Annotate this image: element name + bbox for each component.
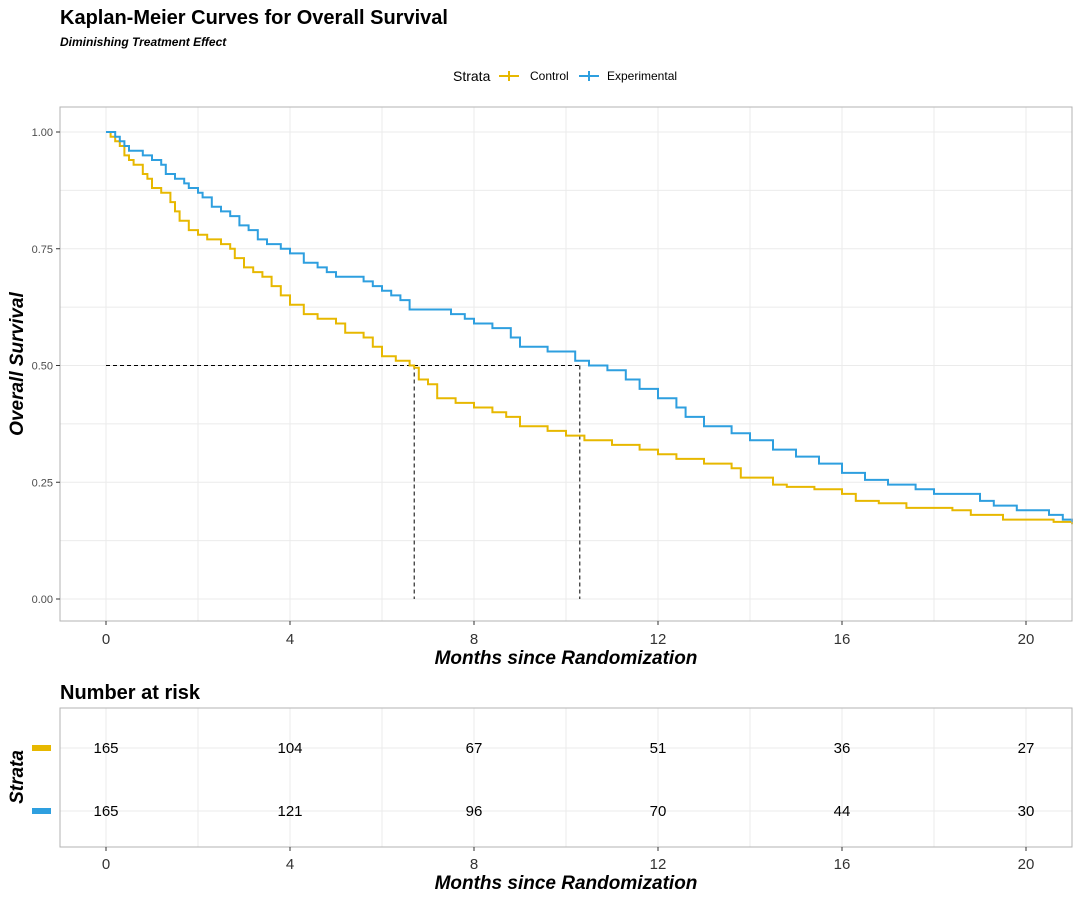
y-tick-label: 1.00	[32, 127, 53, 139]
x-tick-label: 4	[286, 631, 294, 648]
x-tick-label: 12	[650, 631, 667, 648]
risk-y-axis-title: Strata	[7, 750, 28, 804]
risk-value-experimental: 44	[834, 803, 851, 820]
risk-table-title: Number at risk	[60, 682, 201, 704]
risk-table-gridlines	[60, 708, 1072, 847]
legend-key-experimental	[579, 71, 599, 81]
legend-label-control: Control	[530, 69, 569, 83]
risk-value-control: 67	[466, 740, 483, 757]
x-axis-ticks: 0 4 8 12 16 20	[102, 621, 1035, 648]
plot-gridlines	[60, 107, 1072, 621]
risk-strata-key-experimental	[32, 808, 51, 814]
risk-value-control: 51	[650, 740, 667, 757]
risk-table-border	[59, 707, 1073, 848]
risk-value-control: 165	[93, 740, 118, 757]
legend-label-experimental: Experimental	[607, 69, 677, 83]
y-axis-ticks: 0.00 0.25 0.50 0.75 1.00	[32, 127, 60, 606]
risk-x-tick-label: 4	[286, 856, 294, 873]
risk-value-control: 36	[834, 740, 851, 757]
x-tick-label: 0	[102, 631, 110, 648]
risk-table-values: 165 104 67 51 36 27 165 121 96 70 44 30	[93, 740, 1034, 820]
risk-value-control: 104	[277, 740, 302, 757]
survival-curve-control	[106, 131, 1073, 525]
legend-key-control	[499, 71, 519, 81]
y-tick-label: 0.50	[32, 361, 53, 373]
y-tick-label: 0.25	[32, 477, 53, 489]
risk-value-experimental: 165	[93, 803, 118, 820]
risk-x-tick-label: 0	[102, 856, 110, 873]
risk-x-tick-label: 12	[650, 856, 667, 873]
survival-curve-experimental	[106, 131, 1073, 522]
y-axis-title: Overall Survival	[7, 291, 28, 435]
risk-value-experimental: 30	[1018, 803, 1035, 820]
legend-title: Strata	[453, 68, 491, 84]
risk-x-tick-label: 20	[1018, 856, 1035, 873]
x-axis-title: Months since Randomization	[435, 648, 698, 669]
risk-value-experimental: 121	[277, 803, 302, 820]
survival-curves	[106, 131, 1073, 525]
risk-x-tick-label: 8	[470, 856, 478, 873]
x-tick-label: 16	[834, 631, 851, 648]
legend: Strata Control Experimental	[453, 68, 677, 84]
plot-panel-border	[59, 106, 1073, 622]
y-tick-label: 0.00	[32, 594, 53, 606]
x-tick-label: 8	[470, 631, 478, 648]
risk-value-experimental: 96	[466, 803, 483, 820]
risk-x-axis-ticks: 0 4 8 12 16 20	[102, 847, 1035, 873]
risk-value-experimental: 70	[650, 803, 667, 820]
median-reference-lines	[106, 365, 581, 599]
chart-title: Kaplan-Meier Curves for Overall Survival	[60, 7, 448, 29]
risk-x-axis-title: Months since Randomization	[435, 873, 698, 894]
x-tick-label: 20	[1018, 631, 1035, 648]
y-tick-label: 0.75	[32, 244, 53, 256]
risk-x-tick-label: 16	[834, 856, 851, 873]
risk-strata-key-control	[32, 745, 51, 751]
risk-value-control: 27	[1018, 740, 1035, 757]
risk-table-strata-keys	[32, 745, 51, 814]
chart-subtitle: Diminishing Treatment Effect	[60, 35, 227, 49]
